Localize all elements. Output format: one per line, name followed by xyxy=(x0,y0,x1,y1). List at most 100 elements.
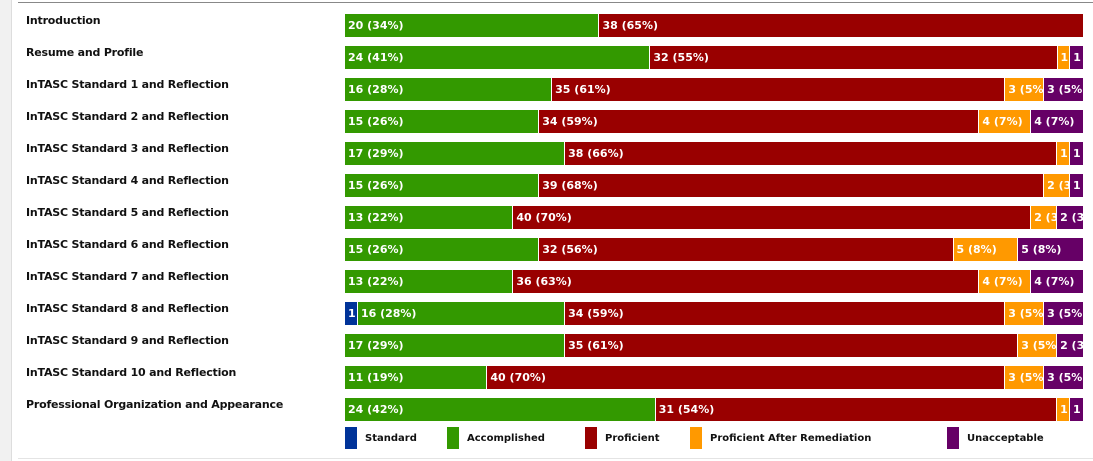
bar-segment-unacceptable[interactable]: 1 (1%) xyxy=(1070,174,1083,197)
bar-segment-accomplished[interactable]: 24 (41%) xyxy=(345,46,651,69)
bottom-divider xyxy=(18,458,1093,459)
bar-segment-unacceptable[interactable]: 5 (8%) xyxy=(1018,238,1083,261)
legend: Standard Accomplished Proficient Proficient… xyxy=(0,427,1093,451)
bar-segment-proficient-after-remediation[interactable]: 1 (1%) xyxy=(1057,142,1071,165)
category-label: InTASC Standard 1 and Reflection xyxy=(26,78,229,91)
legend-item: Proficient xyxy=(585,427,660,449)
bar-segment-proficient[interactable]: 36 (63%) xyxy=(513,270,980,293)
category-label: InTASC Standard 7 and Reflection xyxy=(26,270,229,283)
bar-segment-proficient-after-remediation[interactable]: 4 (7%) xyxy=(979,110,1032,133)
stacked-bar: 15 (26%) 32 (56%) 5 (8%) 5 (8%) xyxy=(345,238,1083,261)
bar-segment-accomplished[interactable]: 15 (26%) xyxy=(345,174,540,197)
bar-segment-proficient[interactable]: 34 (59%) xyxy=(539,110,980,133)
bar-segment-proficient-after-remediation[interactable]: 2 (3%) xyxy=(1044,174,1071,197)
legend-swatch xyxy=(690,427,702,449)
bar-segment-proficient[interactable]: 39 (68%) xyxy=(539,174,1045,197)
legend-label: Accomplished xyxy=(467,432,545,444)
bar-segment-accomplished[interactable]: 15 (26%) xyxy=(345,238,540,261)
bar-segment-accomplished[interactable]: 16 (28%) xyxy=(357,302,566,325)
chart-row: InTASC Standard 3 and Reflection 17 (29%)… xyxy=(0,142,1093,174)
bar-segment-proficient-after-remediation[interactable]: 1 (1%) xyxy=(1057,46,1071,69)
category-label: InTASC Standard 2 and Reflection xyxy=(26,110,229,123)
bar-segment-proficient[interactable]: 38 (66%) xyxy=(565,142,1058,165)
category-label: InTASC Standard 8 and Reflection xyxy=(26,302,229,315)
bar-segment-accomplished[interactable]: 16 (28%) xyxy=(345,78,553,101)
bar-segment-accomplished[interactable]: 15 (26%) xyxy=(345,110,540,133)
bar-segment-proficient-after-remediation[interactable]: 2 (3%) xyxy=(1031,206,1058,229)
bar-segment-proficient[interactable]: 40 (70%) xyxy=(487,366,1006,389)
bar-segment-unacceptable[interactable]: 4 (7%) xyxy=(1031,110,1083,133)
bar-segment-accomplished[interactable]: 13 (22%) xyxy=(345,206,514,229)
bar-segment-accomplished[interactable]: 17 (29%) xyxy=(345,142,566,165)
legend-item: Unacceptable xyxy=(947,427,1044,449)
stacked-bar: 13 (22%) 36 (63%) 4 (7%) 4 (7%) xyxy=(345,270,1083,293)
bar-segment-proficient[interactable]: 35 (61%) xyxy=(565,334,1019,357)
bar-segment-proficient[interactable]: 31 (54%) xyxy=(655,398,1058,421)
bar-segment-proficient-after-remediation[interactable]: 3 (5%) xyxy=(1005,366,1045,389)
bar-segment-proficient-after-remediation[interactable]: 5 (8%) xyxy=(953,238,1019,261)
chart-row: InTASC Standard 8 and Reflection 1 (1%)16… xyxy=(0,302,1093,334)
bar-segment-accomplished[interactable]: 11 (19%) xyxy=(345,366,488,389)
stacked-bar: 17 (29%)38 (66%)1 (1%)1 (1%) xyxy=(345,142,1083,165)
legend-label: Proficient xyxy=(605,432,660,444)
category-label: InTASC Standard 9 and Reflection xyxy=(26,334,229,347)
legend-label: Standard xyxy=(365,432,417,444)
bar-segment-proficient[interactable]: 40 (70%) xyxy=(513,206,1032,229)
legend-label: Unacceptable xyxy=(967,432,1044,444)
left-panel-edge xyxy=(0,0,12,461)
bar-segment-proficient[interactable]: 35 (61%) xyxy=(552,78,1006,101)
category-label: Professional Organization and Appearance xyxy=(26,398,284,411)
bar-segment-unacceptable[interactable]: 2 (3%) xyxy=(1057,334,1083,357)
legend-label: Proficient After Remediation xyxy=(710,432,872,444)
stacked-bar: 17 (29%)35 (61%)3 (5%)2 (3%) xyxy=(345,334,1083,357)
bar-segment-accomplished[interactable]: 17 (29%) xyxy=(345,334,566,357)
category-label: InTASC Standard 4 and Reflection xyxy=(26,174,229,187)
chart-row: InTASC Standard 4 and Reflection 15 (26%)… xyxy=(0,174,1093,206)
chart-row: InTASC Standard 2 and Reflection 15 (26%)… xyxy=(0,110,1093,142)
legend-item: Proficient After Remediation xyxy=(690,427,871,449)
legend-swatch xyxy=(345,427,357,449)
bar-segment-proficient-after-remediation[interactable]: 1 (1%) xyxy=(1057,398,1071,421)
bar-segment-unacceptable[interactable]: 4 (7%) xyxy=(1031,270,1083,293)
bar-segment-accomplished[interactable]: 13 (22%) xyxy=(345,270,514,293)
bar-segment-unacceptable[interactable]: 3 (5%) xyxy=(1044,78,1083,101)
stacked-bar: 15 (26%)39 (68%)2 (3%)1 (1%) xyxy=(345,174,1083,197)
bar-segment-proficient-after-remediation[interactable]: 3 (5%) xyxy=(1018,334,1058,357)
legend-swatch xyxy=(447,427,459,449)
chart-row: InTASC Standard 10 and Reflection 11 (19%… xyxy=(0,366,1093,398)
bar-segment-standard[interactable]: 1 (1%) xyxy=(345,302,358,325)
stacked-bar: 16 (28%)35 (61%)3 (5%)3 (5%) xyxy=(345,78,1083,101)
chart-row: InTASC Standard 7 and Reflection 13 (22%)… xyxy=(0,270,1093,302)
chart-row: InTASC Standard 5 and Reflection 13 (22%)… xyxy=(0,206,1093,238)
bar-segment-unacceptable[interactable]: 3 (5%) xyxy=(1044,366,1083,389)
stacked-bar: 24 (41%)32 (55%)1 (1%)1 (1%) xyxy=(345,46,1083,69)
bar-segment-proficient-after-remediation[interactable]: 3 (5%) xyxy=(1005,78,1045,101)
bar-segment-proficient-after-remediation[interactable]: 3 (5%) xyxy=(1005,302,1045,325)
bar-segment-unacceptable[interactable]: 3 (5%) xyxy=(1044,302,1083,325)
bar-segment-unacceptable[interactable]: 1 (1%) xyxy=(1070,142,1083,165)
bar-segment-accomplished[interactable]: 20 (34%) xyxy=(345,14,600,37)
stacked-bar: 15 (26%) 34 (59%) 4 (7%) 4 (7%) xyxy=(345,110,1083,133)
bar-segment-unacceptable[interactable]: 1 (1%) xyxy=(1070,46,1083,69)
legend-item: Accomplished xyxy=(447,427,545,449)
legend-swatch xyxy=(947,427,959,449)
bar-segment-unacceptable[interactable]: 1 (1%) xyxy=(1070,398,1083,421)
bar-segment-proficient[interactable]: 38 (65%) xyxy=(599,14,1083,37)
bar-segment-proficient[interactable]: 32 (55%) xyxy=(650,46,1058,69)
category-label: Resume and Profile xyxy=(26,46,144,59)
category-label: Introduction xyxy=(26,14,101,27)
stacked-bar: 20 (34%) 38 (65%) xyxy=(345,14,1083,37)
stacked-bar: 24 (42%)31 (54%)1 (1%)1 (1%) xyxy=(345,398,1083,421)
legend-swatch xyxy=(585,427,597,449)
bar-segment-proficient[interactable]: 32 (56%) xyxy=(539,238,954,261)
stacked-bar: 11 (19%)40 (70%)3 (5%)3 (5%) xyxy=(345,366,1083,389)
stacked-bar: 1 (1%)16 (28%)34 (59%)3 (5%)3 (5%) xyxy=(345,302,1083,325)
bar-segment-proficient-after-remediation[interactable]: 4 (7%) xyxy=(979,270,1032,293)
bar-segment-proficient[interactable]: 34 (59%) xyxy=(565,302,1006,325)
category-label: InTASC Standard 6 and Reflection xyxy=(26,238,229,251)
bar-segment-unacceptable[interactable]: 2 (3%) xyxy=(1057,206,1083,229)
chart-row: InTASC Standard 1 and Reflection 16 (28%)… xyxy=(0,78,1093,110)
chart-row: Professional Organization and Appearance… xyxy=(0,398,1093,430)
bar-segment-accomplished[interactable]: 24 (42%) xyxy=(345,398,656,421)
